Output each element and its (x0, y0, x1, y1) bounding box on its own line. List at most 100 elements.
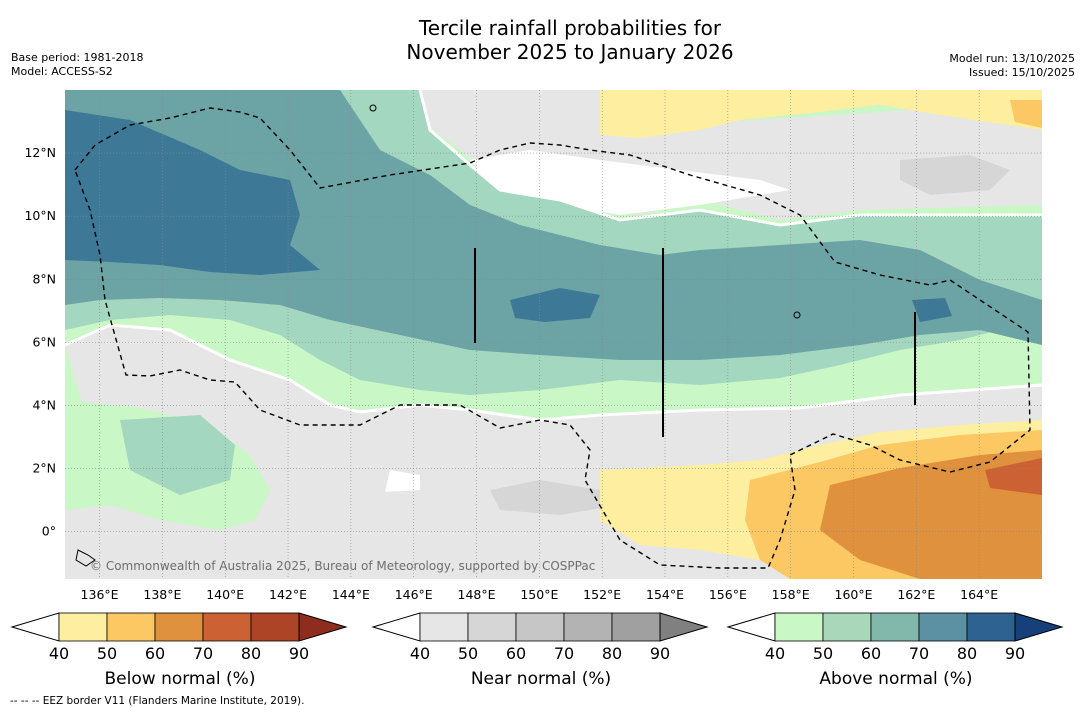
white-patch-south (385, 470, 420, 492)
colorbar-segment (918, 612, 968, 642)
latitude-label: 6°N (32, 334, 56, 349)
model-label: Model: ACCESS-S2 (11, 65, 113, 78)
colorbar-segment (467, 612, 517, 642)
latitude-label: 8°N (32, 271, 56, 286)
colorbar-tick-label: 80 (602, 644, 622, 663)
map-title: Tercile rainfall probabilities for Novem… (300, 16, 840, 64)
colorbar-segment (154, 612, 204, 642)
near-50-northeast (900, 155, 1010, 195)
title-line-1: Tercile rainfall probabilities for (418, 16, 722, 40)
colorbar-below-normal: 40 50 60 70 80 90 (10, 612, 348, 663)
colorbar-segment (106, 612, 156, 642)
probability-field (65, 90, 1042, 579)
colorbar-tick-label: 90 (1005, 644, 1025, 663)
above-70-west (65, 110, 320, 275)
colorbar-segment (822, 612, 872, 642)
model-run-label: Model run: 13/10/2025 (949, 52, 1075, 65)
below-50-north (1010, 100, 1042, 128)
longitude-labels: 136°E 138°E 140°E 142°E 144°E 146°E 148°E 150°E… (81, 587, 999, 602)
colorbar-above-normal: 40 50 60 70 80 90 (726, 612, 1064, 663)
below-40-north (600, 90, 1042, 138)
latitude-label: 0° (42, 524, 56, 539)
longitude-label: 148°E (458, 587, 496, 602)
colorbar-tick-label: 80 (957, 644, 977, 663)
island-outline-east (793, 311, 801, 319)
longitude-label: 162°E (897, 587, 935, 602)
eez-border (74, 104, 1031, 569)
latitude-label: 12°N (24, 145, 56, 160)
longitude-label: 140°E (206, 587, 244, 602)
colorbar-segment (58, 612, 108, 642)
colorbar-near-normal: 40 50 60 70 80 90 (371, 612, 709, 663)
graticule (65, 90, 1042, 579)
colorbar-title-below: Below normal (%) (104, 669, 256, 689)
colorbar-tick-label: 50 (97, 644, 117, 663)
colorbar-tick-label: 90 (650, 644, 670, 663)
colorbar-under-triangle (10, 612, 60, 642)
colorbar-under-triangle (726, 612, 776, 642)
colorbar-over-triangle (659, 612, 709, 642)
latitude-label: 10°N (24, 208, 56, 223)
latitude-label: 2°N (32, 461, 56, 476)
colorbar-tick-label: 80 (241, 644, 261, 663)
above-60-band (65, 90, 1042, 360)
colorbar-tick-label: 40 (765, 644, 785, 663)
longitude-label: 138°E (143, 587, 181, 602)
colorbar-over-triangle (298, 612, 348, 642)
colorbar-segment (966, 612, 1016, 642)
colorbar-over-triangle (1014, 612, 1064, 642)
island-outline-north (369, 104, 377, 112)
colorbar-segment (250, 612, 300, 642)
colorbar-segment (515, 612, 565, 642)
longitude-label: 136°E (81, 587, 119, 602)
colorbar-tick-label: 90 (289, 644, 309, 663)
colorbar-tick-label: 60 (145, 644, 165, 663)
colorbar-tick-label: 60 (506, 644, 526, 663)
meta-right: Model run: 13/10/2025 Issued: 15/10/2025 (949, 52, 1075, 80)
colorbar-segment (870, 612, 920, 642)
colorbar-tick-label: 60 (861, 644, 881, 663)
above-50-southwest (120, 415, 235, 495)
colorbar-tick-label: 50 (458, 644, 478, 663)
colorbar-title-near: Near normal (%) (470, 669, 612, 689)
longitude-label: 152°E (583, 587, 621, 602)
colorbar-tick-label: 70 (193, 644, 213, 663)
colorbar-tick-label: 70 (909, 644, 929, 663)
longitude-label: 146°E (395, 587, 433, 602)
colorbar-segment (202, 612, 252, 642)
colorbar-segment (563, 612, 613, 642)
longitude-label: 160°E (835, 587, 873, 602)
colorbar-tick-label: 40 (410, 644, 430, 663)
above-70-east (912, 298, 952, 322)
meta-left: Base period: 1981-2018 Model: ACCESS-S2 (11, 51, 143, 79)
copyright-notice: © Commonwealth of Australia 2025, Bureau… (90, 559, 595, 573)
base-period-label: Base period: 1981-2018 (11, 51, 144, 64)
title-line-2: November 2025 to January 2026 (406, 40, 734, 64)
longitude-label: 158°E (772, 587, 810, 602)
latitude-label: 4°N (32, 397, 56, 412)
colorbar-tick-label: 40 (49, 644, 69, 663)
below-60-south (820, 450, 1042, 579)
longitude-label: 144°E (332, 587, 370, 602)
above-70-central (510, 288, 600, 322)
longitude-label: 156°E (709, 587, 747, 602)
eez-boundary-line (74, 107, 1031, 569)
colorbar-tick-label: 70 (554, 644, 574, 663)
latitude-labels: 12°N 10°N 8°N 6°N 4°N 2°N 0° (24, 145, 56, 539)
below-70-south (985, 458, 1042, 495)
eez-footnote: -- -- -- EEZ border V11 (Flanders Marine… (10, 695, 305, 707)
island-outline (75, 549, 96, 567)
colorbar-under-triangle (371, 612, 421, 642)
contour-edge-north (418, 90, 1042, 227)
colorbar-segment (419, 612, 469, 642)
colorbar-segment (611, 612, 661, 642)
longitude-label: 154°E (646, 587, 684, 602)
near-50-south (490, 480, 620, 515)
longitude-label: 142°E (269, 587, 307, 602)
issued-label: Issued: 15/10/2025 (968, 66, 1075, 79)
colorbar-title-above: Above normal (%) (819, 669, 973, 689)
longitude-label: 164°E (960, 587, 998, 602)
colorbar-segment (774, 612, 824, 642)
longitude-label: 150°E (520, 587, 558, 602)
